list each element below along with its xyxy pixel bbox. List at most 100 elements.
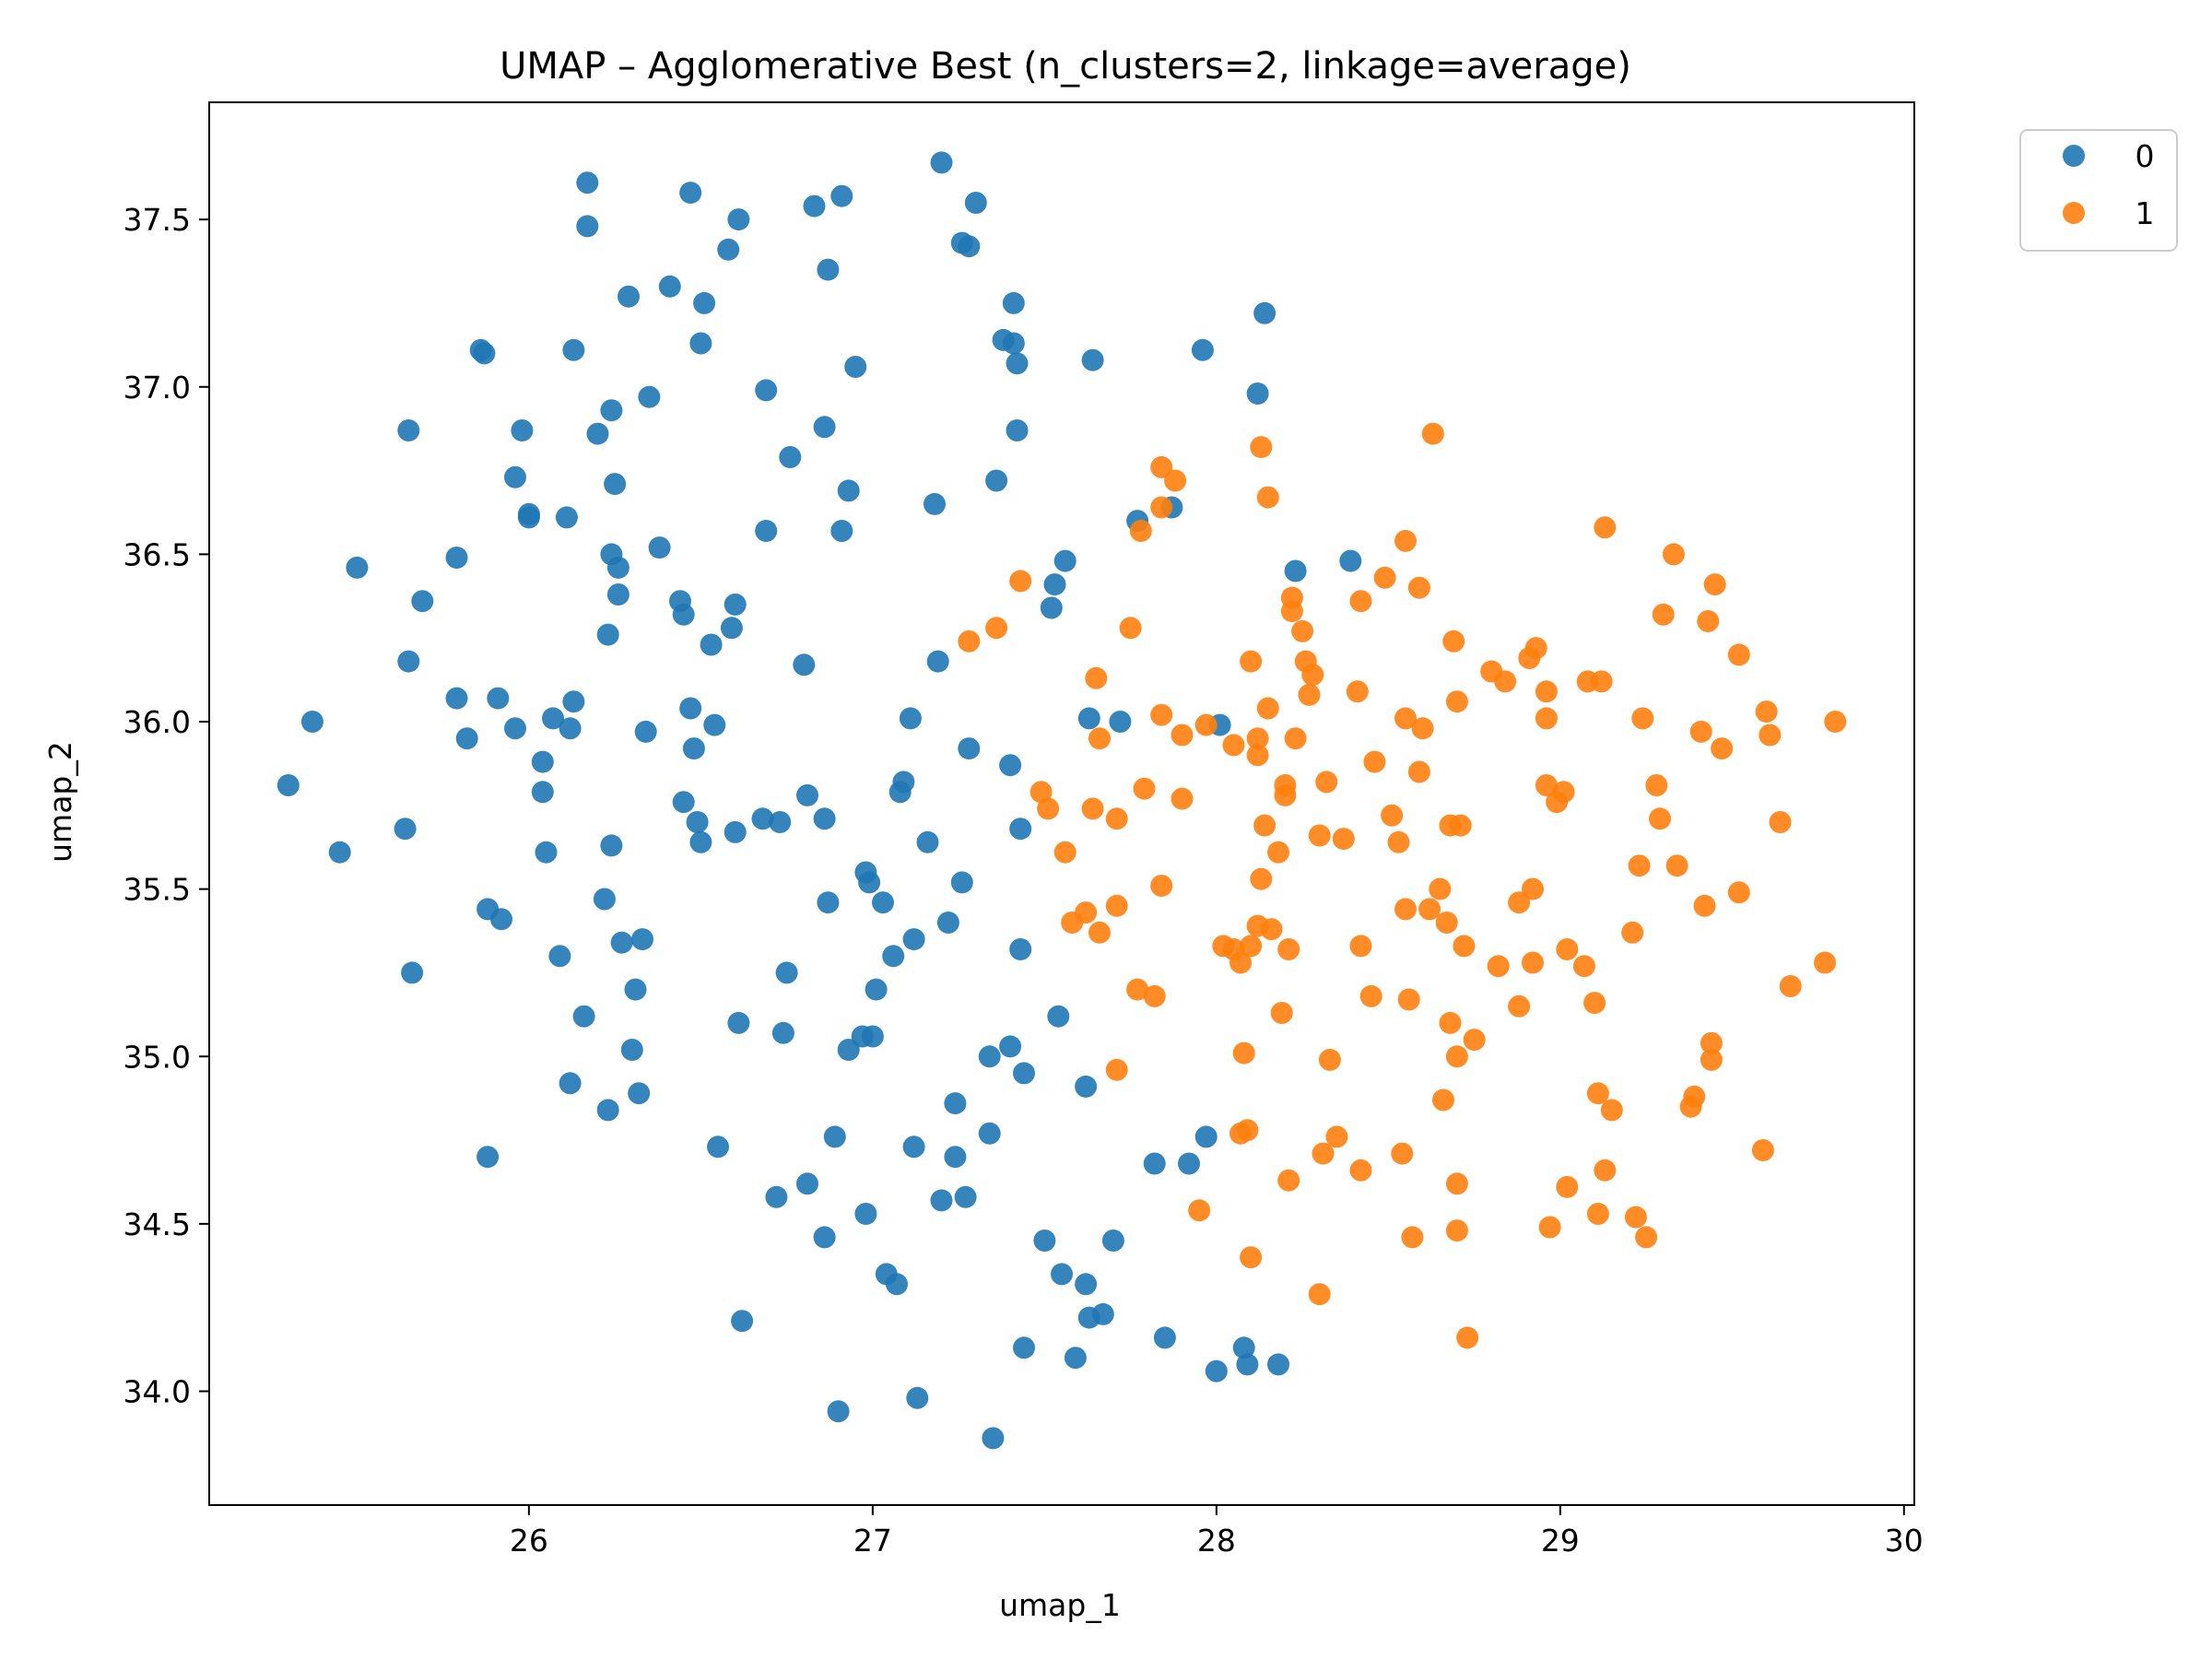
data-point — [1325, 1125, 1348, 1148]
data-point — [771, 1021, 794, 1044]
data-point — [813, 807, 836, 830]
data-point — [1267, 1353, 1289, 1376]
data-point — [511, 419, 534, 441]
data-point — [596, 1099, 619, 1122]
x-tick-label: 26 — [510, 1523, 548, 1559]
data-point — [1105, 1058, 1128, 1081]
data-point — [954, 1185, 977, 1208]
data-point — [1246, 744, 1269, 767]
legend-marker — [2063, 145, 2085, 167]
data-point — [1522, 951, 1544, 974]
data-point — [397, 419, 420, 441]
data-point — [727, 208, 750, 231]
data-point — [1552, 781, 1575, 804]
data-point — [689, 332, 712, 355]
data-point — [1693, 894, 1716, 917]
data-point — [902, 928, 925, 951]
data-point — [1301, 664, 1324, 687]
y-tick-label: 34.5 — [124, 1206, 191, 1242]
x-tick-label: 27 — [853, 1523, 892, 1559]
data-point — [1291, 619, 1314, 642]
data-point — [755, 520, 778, 542]
data-point — [1150, 875, 1173, 897]
data-point — [1751, 1139, 1774, 1161]
data-point — [1700, 1031, 1723, 1054]
data-point — [1494, 670, 1517, 693]
data-point — [1267, 841, 1289, 864]
data-point — [1535, 680, 1558, 703]
data-point — [1535, 774, 1558, 796]
data-point — [1418, 898, 1441, 921]
data-point — [631, 928, 653, 951]
data-point — [1315, 771, 1338, 794]
data-point — [693, 291, 716, 314]
data-point — [1394, 529, 1417, 552]
data-point — [517, 506, 540, 529]
data-point — [604, 473, 627, 496]
data-point — [1088, 921, 1111, 944]
data-point — [1442, 629, 1465, 653]
data-point — [1246, 727, 1269, 750]
data-point — [1397, 988, 1420, 1011]
data-point — [1308, 1283, 1331, 1306]
data-point — [958, 629, 981, 653]
legend-marker — [2063, 202, 2085, 224]
data-point — [751, 807, 774, 830]
data-point — [1153, 1326, 1176, 1349]
data-point — [1759, 724, 1782, 747]
data-point — [1240, 650, 1263, 673]
y-axis: 34.0 34.5 35.0 35.5 36.0 36.5 37.0 37.5 — [124, 202, 209, 1409]
data-point — [1009, 938, 1032, 960]
data-point — [455, 727, 478, 750]
data-point — [559, 717, 582, 740]
data-point — [1445, 1045, 1468, 1068]
data-point — [1171, 724, 1194, 747]
data-point — [944, 1146, 967, 1169]
data-point — [624, 978, 647, 1001]
data-point — [813, 1226, 836, 1249]
data-point — [823, 1125, 846, 1148]
data-point — [1006, 352, 1029, 375]
y-tick-label: 36.0 — [124, 704, 191, 740]
data-point — [1260, 918, 1283, 941]
data-point — [1769, 811, 1792, 833]
data-point — [1091, 1302, 1114, 1325]
data-point — [572, 1005, 595, 1028]
data-point — [944, 1092, 967, 1115]
data-point — [1645, 774, 1668, 796]
data-point — [682, 737, 705, 760]
data-point — [1009, 570, 1032, 593]
data-point — [1572, 955, 1595, 978]
data-point — [1002, 332, 1025, 355]
data-point — [1711, 737, 1734, 760]
data-point — [978, 1122, 1001, 1145]
data-point — [1232, 1041, 1255, 1065]
data-point — [1439, 1011, 1462, 1034]
data-point — [487, 687, 510, 710]
data-point — [1277, 1169, 1300, 1192]
data-point — [844, 356, 867, 378]
data-point — [731, 1310, 754, 1333]
data-point — [1253, 814, 1277, 837]
data-point — [755, 379, 778, 402]
data-point — [1631, 707, 1654, 730]
data-point — [1346, 680, 1369, 703]
data-point — [672, 791, 695, 814]
data-point — [1445, 690, 1468, 713]
data-point — [1188, 1199, 1211, 1222]
data-point — [328, 841, 351, 864]
data-point — [1538, 1216, 1561, 1239]
data-point — [620, 1039, 643, 1061]
data-point — [1624, 1206, 1647, 1229]
y-tick-label: 35.5 — [124, 872, 191, 908]
data-point — [1432, 1088, 1454, 1112]
data-point — [1755, 700, 1778, 724]
data-point — [593, 888, 616, 911]
data-point — [1594, 516, 1617, 539]
data-point — [679, 697, 702, 720]
data-point — [1463, 1029, 1486, 1052]
data-point — [854, 1203, 877, 1225]
data-point — [1727, 643, 1750, 666]
data-point — [1250, 867, 1273, 890]
data-point — [1429, 877, 1452, 900]
